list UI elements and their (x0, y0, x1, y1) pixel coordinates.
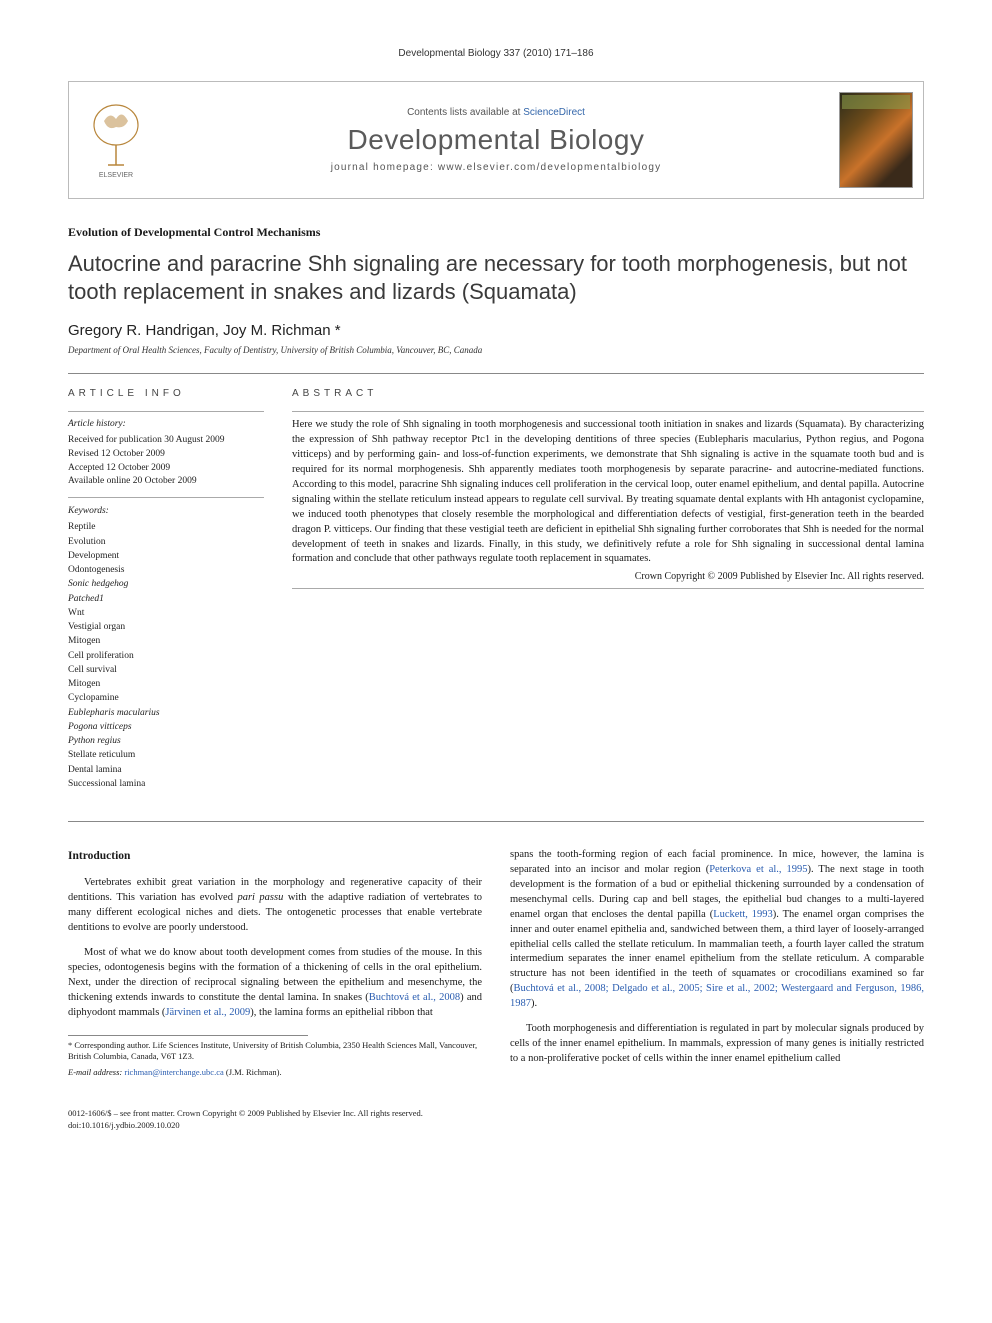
abstract-heading: ABSTRACT (292, 388, 924, 399)
history-line: Accepted 12 October 2009 (68, 462, 264, 476)
keyword: Cyclopamine (68, 691, 264, 705)
history-line: Revised 12 October 2009 (68, 448, 264, 462)
publisher-logo: ELSEVIER (69, 82, 163, 198)
history-label: Article history: (68, 418, 264, 432)
introduction-heading: Introduction (68, 848, 482, 864)
email-label: E-mail address: (68, 1067, 124, 1077)
body-paragraph: spans the tooth-forming region of each f… (510, 848, 924, 1012)
citation-link[interactable]: Luckett, 1993 (713, 909, 773, 920)
journal-cover-thumb (829, 82, 923, 198)
keyword: Dental lamina (68, 763, 264, 777)
email-suffix: (J.M. Richman). (224, 1067, 282, 1077)
cover-image (839, 92, 913, 188)
author-list: Gregory R. Handrigan, Joy M. Richman * (68, 322, 924, 339)
elsevier-tree-icon: ELSEVIER (84, 101, 148, 179)
abstract-column: ABSTRACT Here we study the role of Shh s… (292, 388, 924, 791)
citation-link[interactable]: Peterkova et al., 1995 (709, 864, 807, 875)
footer-doi: doi:10.1016/j.ydbio.2009.10.020 (68, 1120, 924, 1131)
keyword: Mitogen (68, 634, 264, 648)
email-link[interactable]: richman@interchange.ubc.ca (124, 1067, 223, 1077)
keyword: Odontogenesis (68, 563, 264, 577)
svg-text:ELSEVIER: ELSEVIER (99, 172, 133, 179)
divider (292, 411, 924, 412)
divider (68, 821, 924, 822)
citation-link[interactable]: Järvinen et al., 2009 (165, 1007, 250, 1018)
homepage-url[interactable]: www.elsevier.com/developmentalbiology (438, 162, 661, 173)
keyword: Sonic hedgehog (68, 577, 264, 591)
keyword: Cell proliferation (68, 649, 264, 663)
keyword: Patched1 (68, 592, 264, 606)
divider (68, 411, 264, 412)
divider (68, 373, 924, 374)
abstract-copyright: Crown Copyright © 2009 Published by Else… (292, 571, 924, 582)
keyword: Cell survival (68, 663, 264, 677)
body-paragraph: Tooth morphogenesis and differentiation … (510, 1022, 924, 1067)
footer-copyright: 0012-1606/$ – see front matter. Crown Co… (68, 1108, 924, 1119)
body-paragraph: Most of what we do know about tooth deve… (68, 946, 482, 1021)
citation-link[interactable]: Buchtová et al., 2008; Delgado et al., 2… (510, 983, 924, 1009)
article-info-heading: ARTICLE INFO (68, 388, 264, 399)
email-footnote: E-mail address: richman@interchange.ubc.… (68, 1067, 482, 1078)
footnote-divider (68, 1035, 308, 1036)
body-column-left: Introduction ​Vertebrates exhibit great … (68, 848, 482, 1078)
homepage-prefix: journal homepage: (331, 162, 438, 173)
keyword: Development (68, 549, 264, 563)
body-paragraph: ​Vertebrates exhibit great variation in … (68, 876, 482, 936)
keyword: Stellate reticulum (68, 748, 264, 762)
abstract-text: Here we study the role of Shh signaling … (292, 418, 924, 567)
contents-available-line: Contents lists available at ScienceDirec… (407, 107, 585, 118)
keyword: Pogona vitticeps (68, 720, 264, 734)
sciencedirect-link[interactable]: ScienceDirect (523, 107, 585, 118)
contents-prefix: Contents lists available at (407, 107, 523, 118)
running-head: Developmental Biology 337 (2010) 171–186 (68, 48, 924, 59)
keywords-block: Keywords: ReptileEvolutionDevelopmentOdo… (68, 504, 264, 791)
keyword: Wnt (68, 606, 264, 620)
author-affiliation: Department of Oral Health Sciences, Facu… (68, 345, 924, 355)
keyword: Reptile (68, 520, 264, 534)
corresponding-author-footnote: * Corresponding author. Life Sciences In… (68, 1040, 482, 1063)
article-section-label: Evolution of Developmental Control Mecha… (68, 225, 924, 240)
article-info-column: ARTICLE INFO Article history: Received f… (68, 388, 264, 791)
journal-homepage-line: journal homepage: www.elsevier.com/devel… (331, 162, 662, 173)
journal-masthead: ELSEVIER Contents lists available at Sci… (68, 81, 924, 199)
citation-link[interactable]: Buchtová et al., 2008 (369, 992, 460, 1003)
page-footer: 0012-1606/$ – see front matter. Crown Co… (68, 1108, 924, 1131)
keywords-label: Keywords: (68, 504, 264, 518)
divider (292, 588, 924, 589)
article-title: Autocrine and paracrine Shh signaling ar… (68, 250, 924, 306)
history-line: Available online 20 October 2009 (68, 475, 264, 489)
keyword: Mitogen (68, 677, 264, 691)
history-line: Received for publication 30 August 2009 (68, 434, 264, 448)
journal-name: Developmental Biology (348, 124, 645, 156)
keyword: Python regius (68, 734, 264, 748)
keyword: Vestigial organ (68, 620, 264, 634)
keyword: Successional lamina (68, 777, 264, 791)
keyword: Eublepharis macularius (68, 706, 264, 720)
divider (68, 497, 264, 498)
body-column-right: spans the tooth-forming region of each f… (510, 848, 924, 1078)
keyword: Evolution (68, 535, 264, 549)
